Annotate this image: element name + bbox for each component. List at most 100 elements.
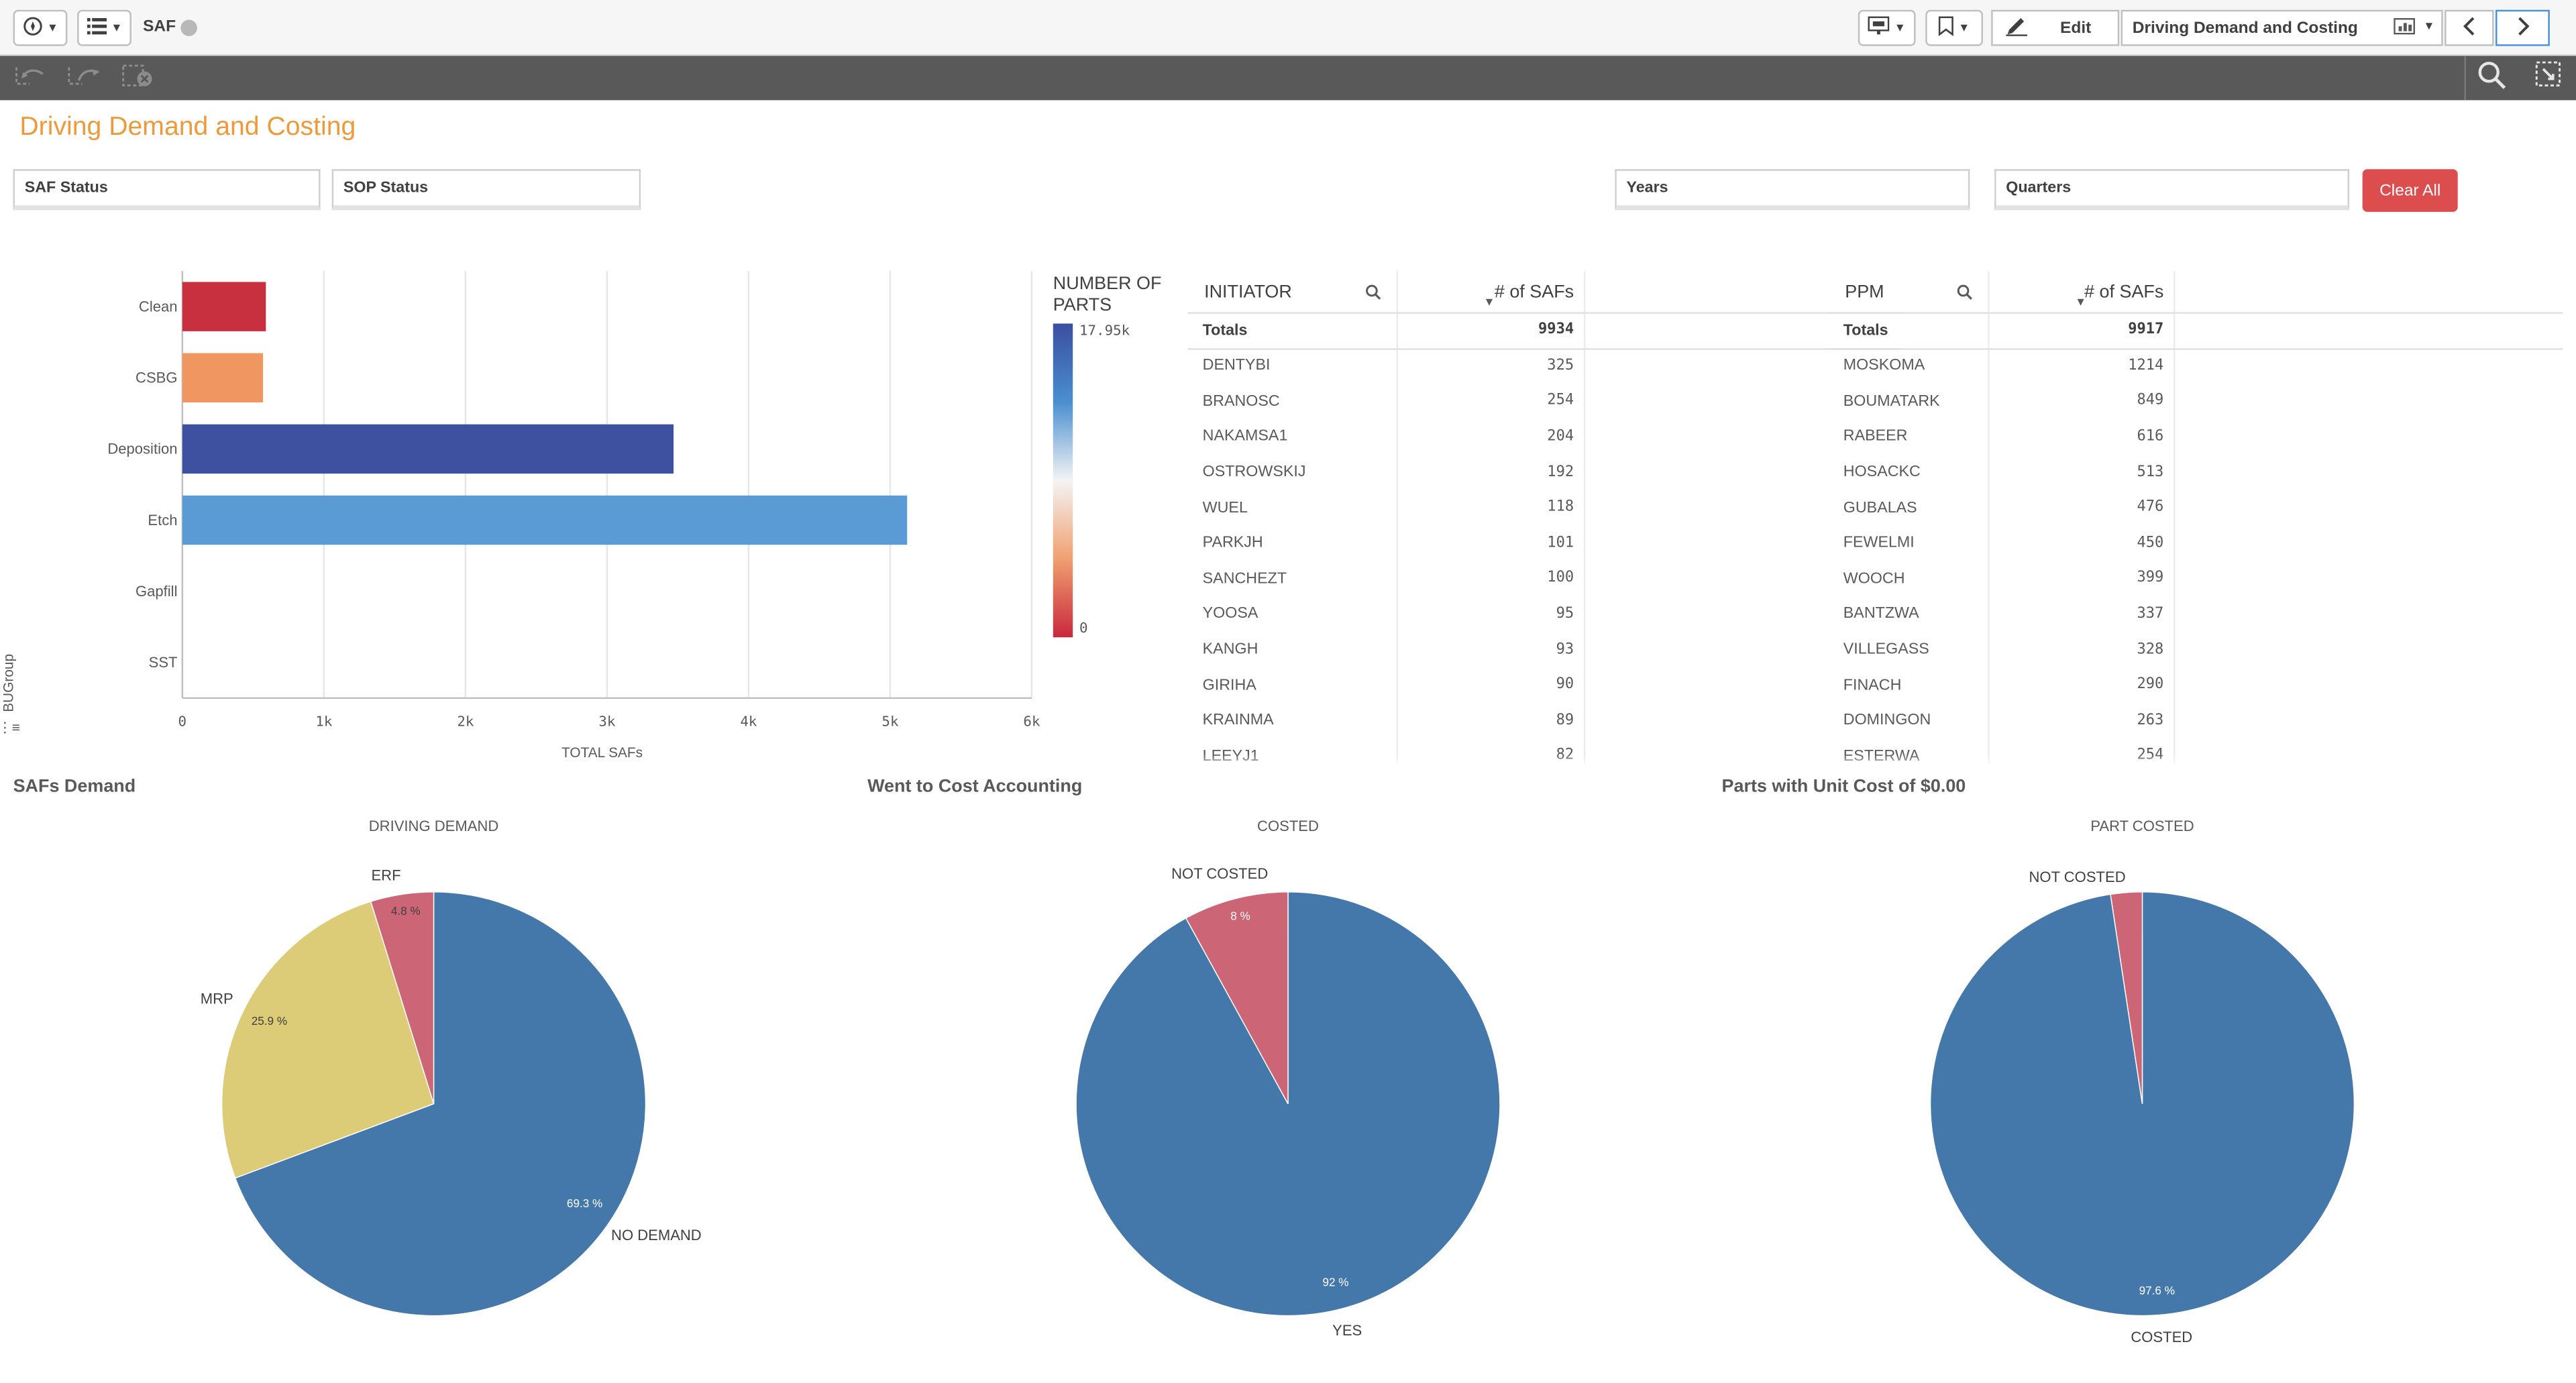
app-name[interactable]: SAF	[143, 18, 197, 36]
global-menu-button[interactable]: ▼	[77, 9, 131, 46]
bar-etch[interactable]	[182, 495, 908, 545]
table-row[interactable]: BANTZWA 337	[1829, 596, 2563, 632]
x-tick-label: 6k	[1023, 713, 1040, 729]
story-menu-button[interactable]: ▼	[1858, 9, 1916, 46]
bookmark-menu-button[interactable]: ▼	[1925, 9, 1983, 46]
pie-label-erf: ERF	[371, 867, 401, 884]
row-name: DENTYBI	[1202, 357, 1271, 376]
table-row[interactable]: SANCHEZT 100	[1188, 561, 1904, 597]
table-row[interactable]: FINACH 290	[1829, 667, 2563, 703]
clear-all-button[interactable]: Clear All	[2362, 169, 2458, 212]
pie-slice-erf[interactable]	[370, 891, 435, 1104]
totals-row: Totals 9917	[1828, 314, 2563, 349]
column-header-initiator[interactable]: INITIATOR	[1204, 282, 1292, 302]
row-value: 254	[1547, 393, 1574, 410]
table-row[interactable]: BOUMATARK 849	[1829, 384, 2563, 419]
row-name: BANTZWA	[1843, 605, 1919, 624]
row-value: 450	[2137, 535, 2164, 552]
row-name: MOSKOMA	[1843, 357, 1925, 376]
category-label: Deposition	[107, 441, 177, 457]
row-name: PARKJH	[1202, 534, 1263, 553]
table-row[interactable]: NAKAMSA1 204	[1188, 419, 1904, 455]
totals-value: 9917	[2128, 322, 2164, 339]
table-row[interactable]: RABEER 616	[1829, 419, 2563, 455]
navigation-menu-button[interactable]: ▼	[13, 9, 68, 46]
category-label: SST	[149, 654, 178, 671]
row-value: 399	[2137, 570, 2164, 588]
row-name: RABEER	[1843, 427, 1908, 446]
unit-cost-pie[interactable]	[1927, 889, 2358, 1319]
table-row[interactable]: GUBALAS 476	[1829, 490, 2563, 526]
edit-button[interactable]: Edit	[1991, 9, 2120, 46]
years-filter[interactable]: Years	[1615, 169, 1970, 211]
column-header-saf-count[interactable]: # of SAFs	[1494, 282, 1574, 302]
cost-accounting-title: Went to Cost Accounting	[867, 777, 1083, 797]
search-icon[interactable]	[2477, 61, 2507, 97]
saf-demand-subtitle: DRIVING DEMAND	[368, 818, 499, 835]
row-name: BRANOSC	[1202, 392, 1280, 410]
sop-status-filter[interactable]: SOP Status	[331, 169, 641, 211]
table-header: PPM # of SAFs ▼	[1828, 271, 2563, 314]
table-row[interactable]: HOSACKC 513	[1829, 455, 2563, 490]
row-value: 118	[1547, 499, 1574, 516]
bugroup-bar-chart[interactable]: 0 1k 2k 3k 4k 5k 6k Clean CSBG Deposition Etch Gapf…	[0, 263, 1049, 764]
step-forward-icon[interactable]	[66, 64, 102, 93]
row-value: 513	[2137, 464, 2164, 481]
clear-selections-icon[interactable]	[121, 64, 154, 93]
saf-status-filter[interactable]: SAF Status	[13, 169, 321, 211]
row-value: 849	[2137, 393, 2164, 410]
cost-accounting-subtitle: COSTED	[1257, 818, 1319, 835]
row-name: HOSACKC	[1843, 463, 1921, 482]
sheet-selector[interactable]: Driving Demand and Costing ▼	[2121, 9, 2443, 46]
column-header-ppm[interactable]: PPM	[1845, 282, 1884, 302]
row-value: 616	[2137, 429, 2164, 445]
pie-slice-mrp[interactable]	[221, 901, 435, 1179]
table-row[interactable]: DENTYBI 325	[1188, 348, 1904, 384]
smart-search-icon[interactable]	[2535, 61, 2561, 94]
row-name: SANCHEZT	[1202, 569, 1287, 588]
table-row[interactable]: OSTROWSKIJ 192	[1188, 455, 1904, 490]
table-row[interactable]: KANGH 93	[1188, 632, 1904, 667]
pie-slice-no-demand[interactable]	[234, 891, 647, 1317]
search-icon[interactable]	[1957, 271, 1973, 312]
table-row[interactable]: BRANOSC 254	[1188, 384, 1904, 419]
selections-toolbar	[0, 56, 2576, 101]
step-back-icon[interactable]	[13, 64, 46, 93]
search-icon[interactable]	[1365, 271, 1381, 312]
table-row[interactable]: KRAINMA 89	[1188, 703, 1904, 738]
bar-deposition[interactable]	[182, 424, 674, 474]
previous-sheet-button[interactable]	[2445, 9, 2494, 46]
table-row[interactable]: MOSKOMA 1214	[1829, 348, 2563, 384]
quarters-filter[interactable]: Quarters	[1994, 169, 2350, 211]
column-divider	[1396, 271, 1399, 764]
table-row[interactable]: YOOSA 95	[1188, 596, 1904, 632]
compass-icon	[22, 15, 42, 40]
column-header-saf-count[interactable]: # of SAFs	[2084, 282, 2164, 302]
row-name: FINACH	[1843, 676, 1902, 695]
app-info-icon	[180, 19, 197, 36]
table-row[interactable]: WOOCH 399	[1829, 561, 2563, 597]
table-row[interactable]: FEWELMI 450	[1829, 526, 2563, 561]
cost-accounting-pie[interactable]	[1073, 889, 1503, 1319]
table-row[interactable]: WUEL 118	[1188, 490, 1904, 526]
row-name: NAKAMSA1	[1202, 427, 1288, 446]
chevron-left-icon	[2463, 15, 2476, 40]
initiator-table[interactable]: INITIATOR # of SAFs ▼ Totals 9934 DENTYB…	[1187, 271, 1904, 771]
next-sheet-button[interactable]	[2496, 9, 2550, 46]
ppm-table[interactable]: PPM # of SAFs ▼ Totals 9917 MOSKOMA 1214 B…	[1828, 271, 2563, 771]
x-axis-label: TOTAL SAFs	[561, 745, 643, 761]
table-row[interactable]: VILLEGASS 328	[1829, 632, 2563, 667]
pie-slice-not-costed[interactable]	[2110, 891, 2143, 1104]
table-row[interactable]: PARKJH 101	[1188, 526, 1904, 561]
table-row[interactable]: DOMINGON 263	[1829, 703, 2563, 738]
row-name: WUEL	[1202, 498, 1248, 517]
x-tick-label: 0	[178, 713, 187, 729]
bar-csbg[interactable]	[182, 353, 264, 403]
pie-slice-not-costed[interactable]	[1185, 891, 1289, 1105]
table-row[interactable]: GIRIHA 90	[1188, 667, 1904, 703]
row-name: KANGH	[1202, 641, 1258, 659]
bar-clean[interactable]	[182, 282, 266, 331]
color-legend-gradient	[1053, 323, 1073, 638]
row-value: 100	[1547, 570, 1574, 588]
saf-demand-pie[interactable]	[219, 889, 649, 1319]
